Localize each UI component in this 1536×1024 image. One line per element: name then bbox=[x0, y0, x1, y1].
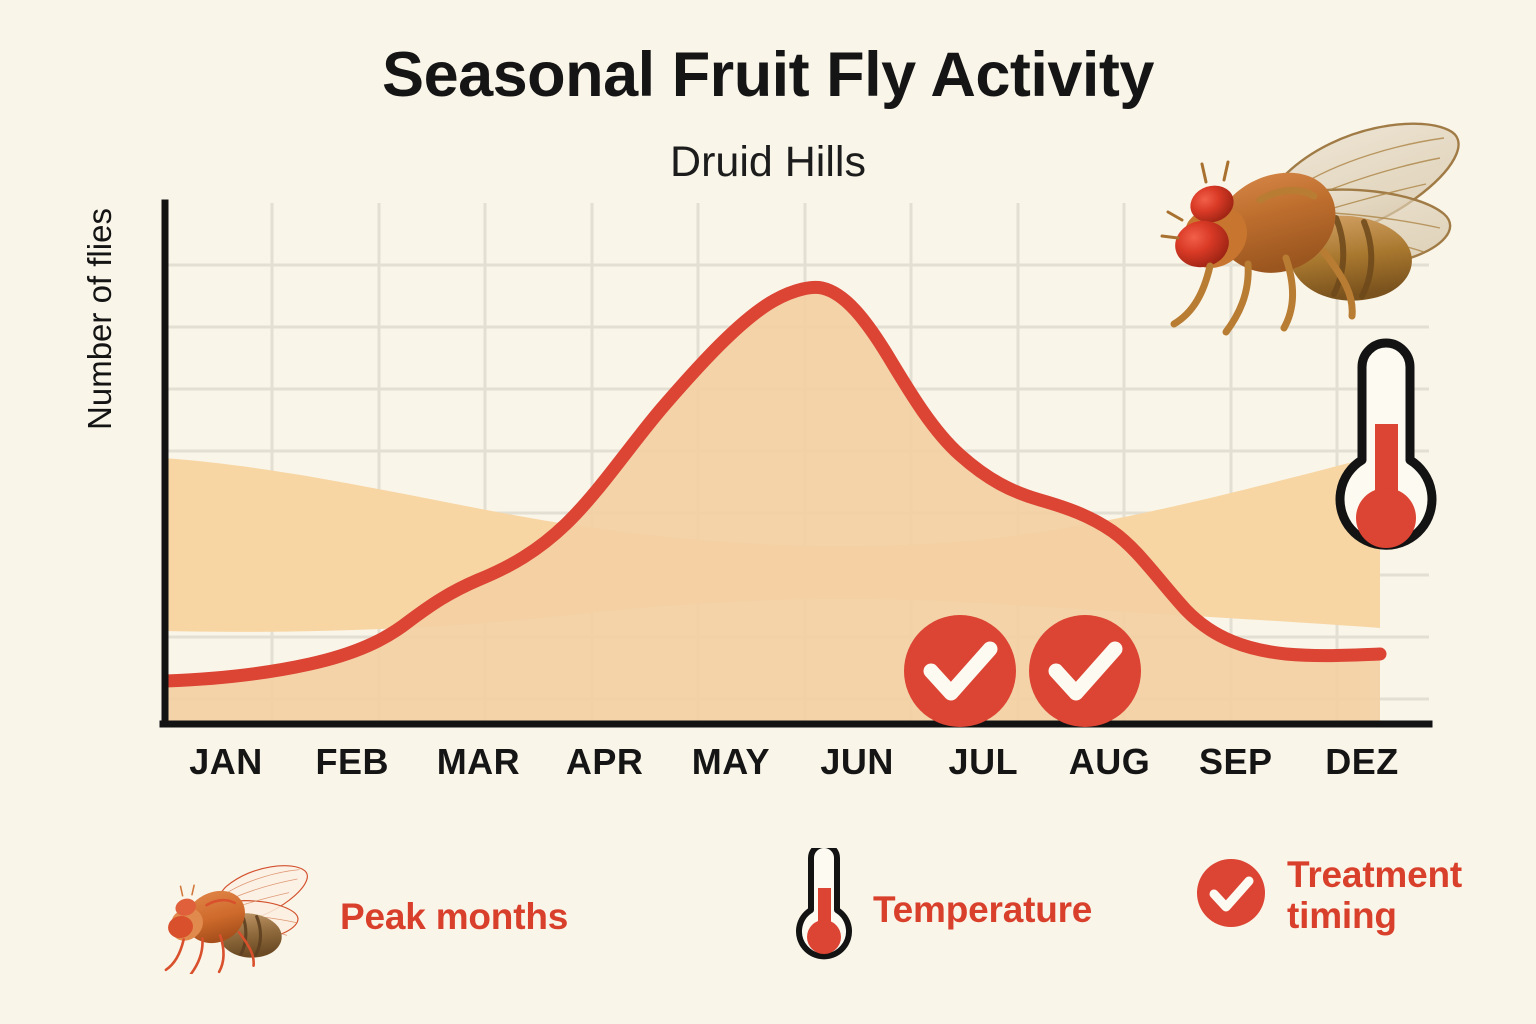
thermometer-icon bbox=[795, 842, 853, 971]
x-axis-tick-labels: JAN FEB MAR APR MAY JUN JUL AUG SEP DEZ bbox=[163, 741, 1425, 783]
fruit-fly-illustration bbox=[1160, 122, 1460, 336]
legend-label-treatment-line2: timing bbox=[1287, 895, 1397, 937]
x-tick-mar: MAR bbox=[436, 741, 521, 782]
treatment-badge-aug[interactable] bbox=[1029, 615, 1141, 727]
chart-legend: Peak months Temperature Treatment timing bbox=[150, 836, 1480, 986]
fruit-fly-icon bbox=[160, 854, 320, 979]
legend-label-peak-months: Peak months bbox=[340, 895, 569, 937]
activity-area-fill bbox=[166, 287, 1380, 722]
activity-curve bbox=[163, 280, 1387, 688]
legend-item-temperature: Temperature bbox=[795, 842, 1093, 971]
y-axis-label: Number of flies bbox=[81, 208, 118, 430]
x-tick-jan: JAN bbox=[189, 741, 263, 782]
chart-axes bbox=[159, 199, 1433, 728]
x-tick-apr: APR bbox=[565, 741, 644, 782]
legend-label-treatment-line1: Treatment bbox=[1287, 854, 1463, 895]
legend-label-temperature: Temperature bbox=[873, 888, 1093, 930]
legend-item-peak-months: Peak months bbox=[160, 854, 568, 979]
page-subtitle: Druid Hills bbox=[670, 138, 866, 186]
page-title: Seasonal Fruit Fly Activity bbox=[382, 40, 1154, 110]
x-tick-feb: FEB bbox=[315, 741, 389, 782]
legend-item-treatment-timing: Treatment timing bbox=[1195, 854, 1462, 937]
x-tick-aug: AUG bbox=[1068, 741, 1151, 782]
x-tick-jun: JUN bbox=[820, 741, 894, 782]
thermometer-marker-icon bbox=[1335, 338, 1437, 550]
x-tick-jul: JUL bbox=[948, 741, 1019, 782]
treatment-badge-jul[interactable] bbox=[904, 615, 1016, 727]
check-circle-icon bbox=[1195, 857, 1267, 934]
x-tick-sep: SEP bbox=[1198, 741, 1273, 782]
legend-label-treatment-timing: Treatment timing bbox=[1287, 854, 1462, 937]
x-tick-dez: DEZ bbox=[1325, 741, 1399, 782]
x-tick-may: MAY bbox=[691, 741, 770, 782]
